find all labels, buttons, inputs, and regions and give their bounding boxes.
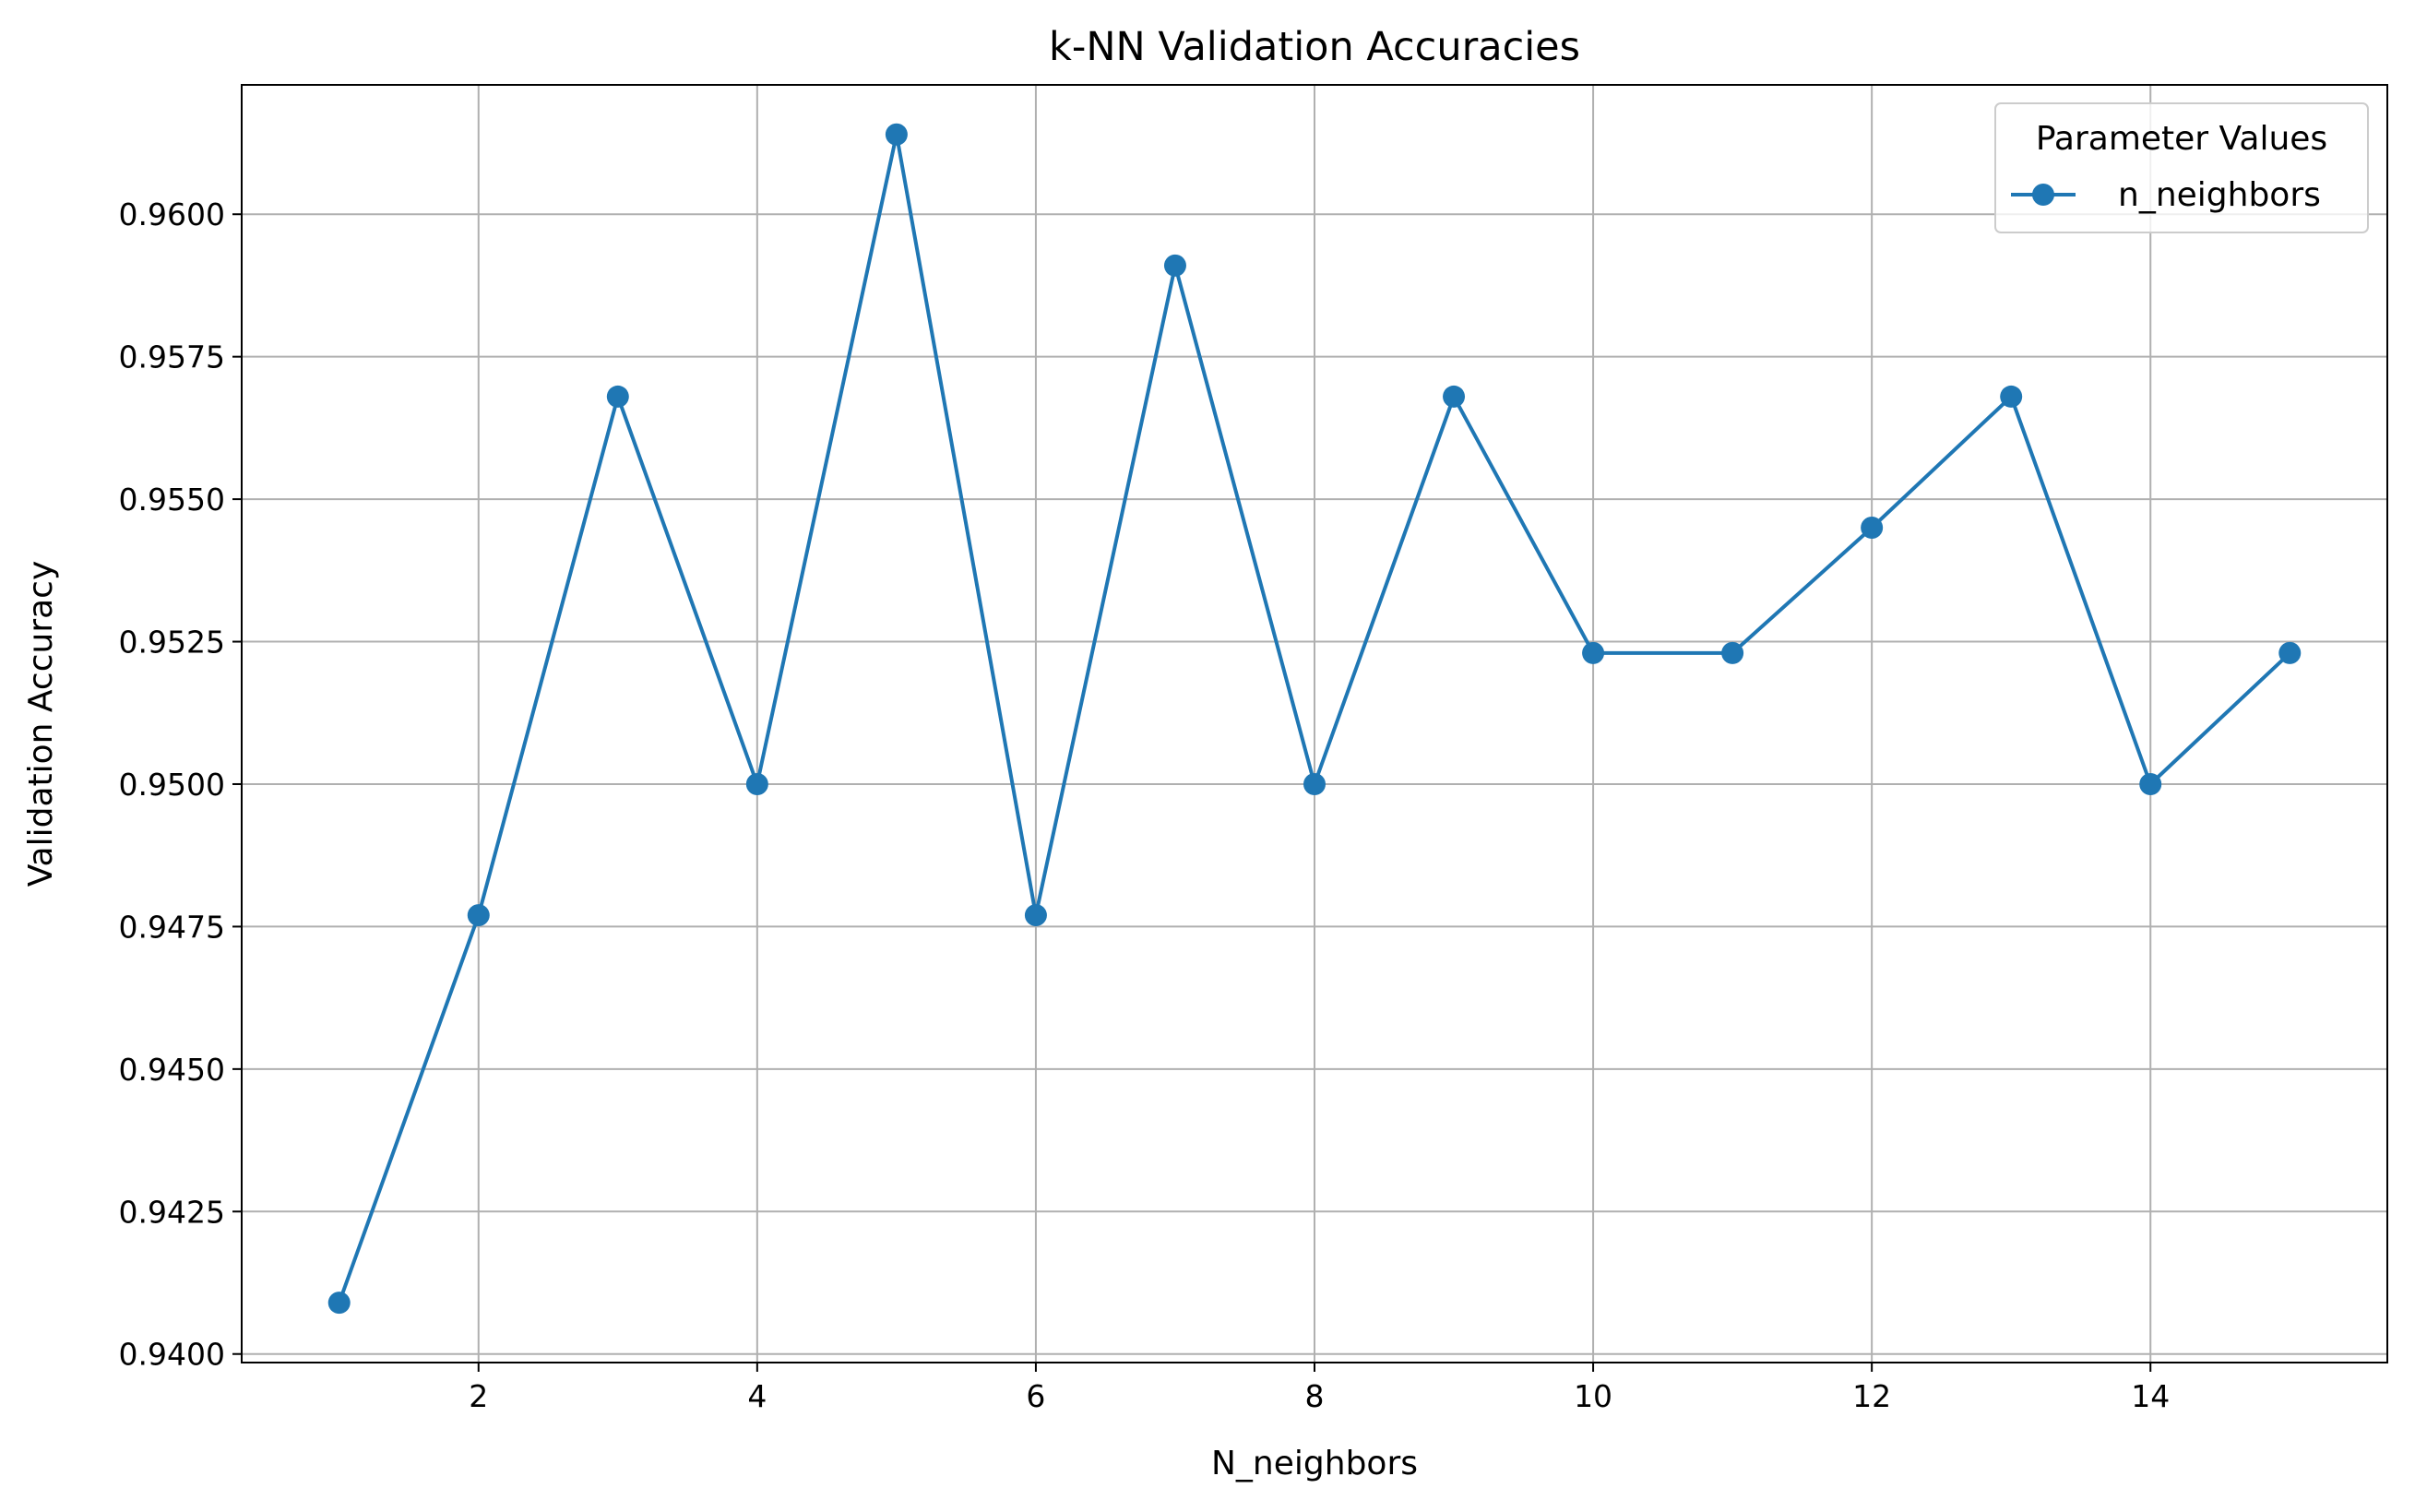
data-point: [1582, 641, 1605, 664]
x-axis-ticks: 2 4 6 8 10 12 14: [469, 1363, 2170, 1414]
x-tick-label: 10: [1574, 1378, 1612, 1414]
legend-box: [1994, 102, 2369, 233]
data-point: [606, 385, 629, 408]
y-tick-label: 0.9500: [119, 767, 225, 803]
data-point: [2139, 772, 2162, 795]
data-point: [2000, 385, 2023, 408]
x-tick-label: 6: [1026, 1378, 1045, 1414]
x-tick-label: 12: [1852, 1378, 1891, 1414]
y-tick-label: 0.9525: [119, 625, 225, 661]
chart-title: k-NN Validation Accuracies: [1049, 24, 1580, 70]
legend: Parameter Values n_neighbors: [1994, 102, 2369, 233]
y-tick-label: 0.9575: [119, 339, 225, 375]
x-tick-label: 8: [1305, 1378, 1325, 1414]
data-point: [1024, 904, 1047, 927]
y-tick-label: 0.9600: [119, 196, 225, 232]
y-axis-ticks: 0.9400 0.9425 0.9450 0.9475 0.9500 0.9525 0.95…: [119, 196, 242, 1373]
legend-entry-label: n_neighbors: [2118, 176, 2321, 214]
grid-lines: [242, 85, 2387, 1363]
x-tick-label: 2: [469, 1378, 488, 1414]
y-tick-label: 0.9400: [119, 1337, 225, 1373]
data-point: [885, 123, 908, 146]
data-point: [1721, 641, 1744, 664]
data-point: [1861, 516, 1884, 539]
series-layer: [327, 123, 2302, 1315]
data-point: [327, 1292, 351, 1315]
x-axis-label: N_neighbors: [1211, 1445, 1418, 1482]
data-point: [1163, 254, 1186, 277]
data-point: [2278, 641, 2302, 664]
y-tick-label: 0.9425: [119, 1194, 225, 1230]
data-point: [745, 772, 768, 795]
y-tick-label: 0.9550: [119, 482, 225, 518]
data-point: [467, 904, 490, 927]
y-tick-label: 0.9475: [119, 909, 225, 945]
data-point: [1443, 385, 1466, 408]
legend-title: Parameter Values: [2036, 120, 2327, 158]
y-tick-label: 0.9450: [119, 1052, 225, 1088]
data-point: [1303, 772, 1326, 795]
x-tick-label: 14: [2131, 1378, 2170, 1414]
x-tick-label: 4: [747, 1378, 767, 1414]
legend-marker-icon: [2032, 184, 2054, 206]
y-axis-label: Validation Accuracy: [22, 561, 60, 887]
